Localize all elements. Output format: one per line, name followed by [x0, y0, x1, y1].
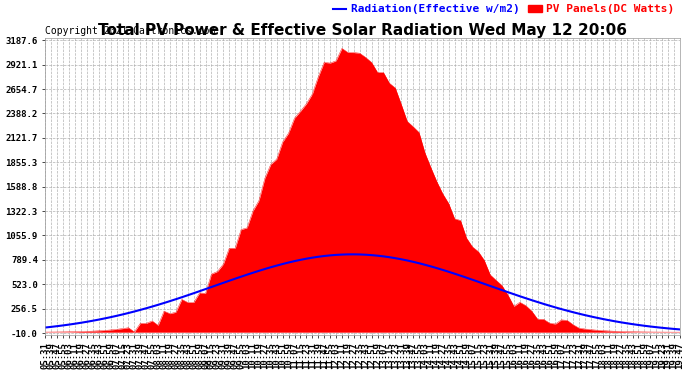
Text: Copyright 2021 Cartronics.com: Copyright 2021 Cartronics.com — [46, 26, 216, 36]
Legend: Radiation(Effective w/m2), PV Panels(DC Watts): Radiation(Effective w/m2), PV Panels(DC … — [333, 4, 674, 15]
Title: Total PV Power & Effective Solar Radiation Wed May 12 20:06: Total PV Power & Effective Solar Radiati… — [98, 22, 627, 38]
